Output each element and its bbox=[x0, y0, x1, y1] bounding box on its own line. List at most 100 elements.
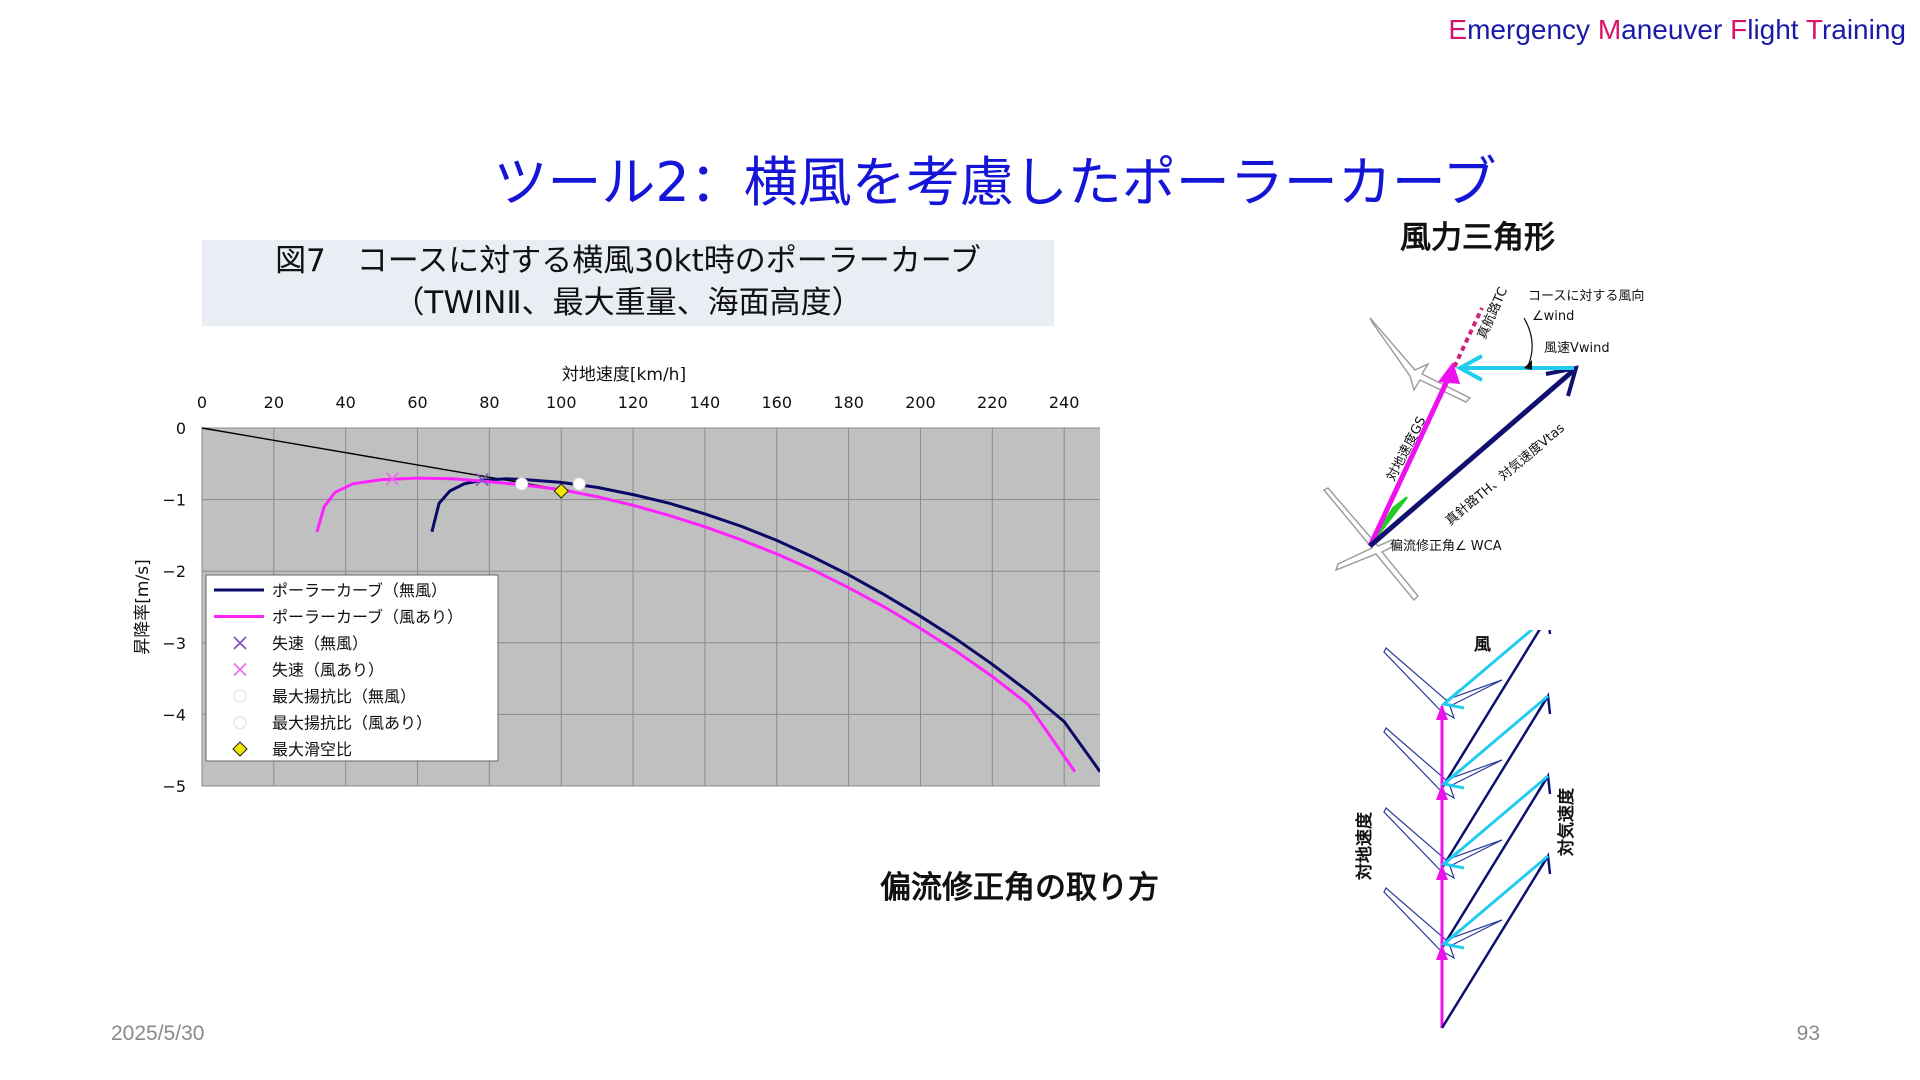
wind-angle-label: ∠wind bbox=[1532, 309, 1574, 324]
crab-wind-arrowhead bbox=[1440, 848, 1465, 870]
brand-word-m: aneuver bbox=[1621, 14, 1731, 45]
x-tick-label: 240 bbox=[1049, 393, 1080, 412]
brand-word-t: raining bbox=[1821, 14, 1906, 45]
x-axis-label: 対地速度[km/h] bbox=[562, 365, 686, 385]
y-tick-label: −2 bbox=[162, 562, 186, 581]
ground-speed-arrow bbox=[1367, 366, 1456, 548]
crab-gliders bbox=[1383, 647, 1503, 960]
wind-arrowhead bbox=[1455, 354, 1483, 382]
legend-marker-4 bbox=[232, 741, 248, 757]
brand-word-e: mergency bbox=[1467, 14, 1598, 45]
true-course-line bbox=[1368, 307, 1484, 547]
x-tick-label: 80 bbox=[479, 393, 499, 412]
heading-airspeed-label: 真針路TH、対気速度Vtas bbox=[1442, 420, 1568, 529]
y-tick-label: −1 bbox=[162, 491, 186, 510]
brand-initial-f: F bbox=[1730, 14, 1748, 45]
legend-marker-3 bbox=[233, 716, 247, 729]
x-tick-label: 140 bbox=[690, 393, 721, 412]
y-axis-label: 昇降率[m/s] bbox=[133, 559, 153, 654]
legend-marker-2 bbox=[233, 689, 247, 703]
legend-label: 失速（風あり） bbox=[272, 661, 384, 680]
crab-glider-icon bbox=[1383, 807, 1503, 880]
brand-word-f: light bbox=[1747, 14, 1806, 45]
wind-triangle-diagram: 真航路TC コースに対する風向 ∠wind 風速Vwind 対地速度GS 真針路… bbox=[1322, 285, 1644, 602]
figure-caption-line2: （TWINⅡ、最大重量、海面高度） bbox=[393, 285, 863, 321]
true-course-label: 真航路TC bbox=[1474, 285, 1511, 342]
x-tick-label: 20 bbox=[264, 393, 284, 412]
series-line-1 bbox=[315, 476, 1077, 773]
heading-airspeed-arrowhead bbox=[1545, 365, 1579, 397]
crab-wind-arrowhead bbox=[1440, 688, 1465, 710]
legend-marker-0 bbox=[233, 636, 247, 650]
marker-1 bbox=[385, 472, 399, 486]
air-speed-vertical-label: 対気速度 bbox=[1556, 787, 1577, 857]
marker-0 bbox=[475, 472, 489, 487]
brand-title: Emergency Maneuver Flight Training bbox=[1448, 14, 1906, 46]
wind-direction-label: コースに対する風向 bbox=[1528, 288, 1644, 304]
wca-fill bbox=[1370, 498, 1408, 546]
x-tick-label: 120 bbox=[618, 393, 649, 412]
glider-top-icon bbox=[1369, 317, 1472, 403]
crab-angle-title: 偏流修正角の取り方 bbox=[880, 870, 1159, 906]
x-tick-label: 100 bbox=[546, 393, 577, 412]
x-tick-label: 0 bbox=[197, 393, 207, 412]
slide-title: ツール2：横風を考慮したポーラーカーブ bbox=[493, 151, 1497, 214]
brand-initial-m: M bbox=[1597, 14, 1622, 45]
ground-speed-arrowhead bbox=[1438, 362, 1460, 384]
legend-marker-1 bbox=[233, 662, 247, 677]
crab-air-arrow bbox=[1440, 695, 1550, 869]
wca-label: 偏流修正角∠ WCA bbox=[1390, 539, 1502, 554]
brand-initial-t: T bbox=[1805, 14, 1822, 45]
legend-label: 最大揚抗比（無風） bbox=[272, 687, 416, 706]
y-tick-label: −5 bbox=[162, 777, 186, 796]
wind-speed-label: 風速Vwind bbox=[1544, 341, 1610, 356]
x-tick-label: 40 bbox=[336, 393, 356, 412]
figure-caption: 図7 コースに対する横風30kt時のポーラーカーブ （TWINⅡ、最大重量、海面… bbox=[202, 240, 1054, 326]
crab-angle-diagram: 風 対地速度 対気速度 bbox=[1354, 630, 1577, 1029]
legend bbox=[205, 574, 499, 762]
page-number: 93 bbox=[1796, 1022, 1820, 1045]
brand-initial-e: E bbox=[1448, 14, 1468, 45]
x-tick-label: 160 bbox=[761, 393, 792, 412]
wind-label: 風 bbox=[1474, 635, 1491, 655]
footer-date: 2025/5/30 bbox=[111, 1022, 205, 1045]
legend-label: ポーラーカーブ（風あり） bbox=[272, 608, 463, 627]
marker-3 bbox=[515, 477, 529, 491]
crab-glider-icon bbox=[1383, 887, 1503, 960]
legend-label: 最大揚抗比（風あり） bbox=[272, 714, 432, 733]
crab-ground-arrowhead bbox=[1436, 864, 1448, 880]
legend-label: 最大滑空比 bbox=[272, 740, 352, 759]
crab-wind-arrow bbox=[1443, 774, 1549, 866]
glider-bottom-icon bbox=[1322, 487, 1419, 602]
crab-wind-arrow bbox=[1443, 854, 1549, 946]
y-tick-label: 0 bbox=[176, 419, 186, 438]
y-tick-label: −4 bbox=[162, 705, 186, 724]
crab-ground-arrowhead bbox=[1436, 944, 1448, 960]
polar-curve-chart: 0204060801001201401601802002202402600−1−… bbox=[133, 365, 1100, 796]
crab-arrows bbox=[1436, 630, 1552, 1029]
wind-triangle-title: 風力三角形 bbox=[1400, 220, 1555, 256]
x-tick-label: 60 bbox=[407, 393, 427, 412]
figure-caption-line1: 図7 コースに対する横風30kt時のポーラーカーブ bbox=[275, 243, 981, 279]
y-tick-label: −3 bbox=[162, 634, 186, 653]
marker-4 bbox=[553, 483, 569, 499]
crab-air-arrow bbox=[1440, 855, 1550, 1029]
crab-glider-icon bbox=[1383, 727, 1503, 800]
crab-ground-arrowhead bbox=[1436, 784, 1448, 800]
crab-glider-icon bbox=[1383, 647, 1503, 720]
crab-air-arrow bbox=[1440, 775, 1550, 949]
heading-airspeed-arrow bbox=[1368, 368, 1576, 548]
wind-angle-arrowhead bbox=[1524, 360, 1532, 370]
x-tick-label: 220 bbox=[977, 393, 1008, 412]
crab-air-arrowhead bbox=[1536, 630, 1552, 635]
legend-label: ポーラーカーブ（無風） bbox=[272, 581, 447, 600]
crab-air-arrow bbox=[1440, 630, 1541, 789]
crab-wind-arrowhead bbox=[1440, 768, 1465, 790]
marker-2 bbox=[572, 477, 586, 491]
x-tick-label: 180 bbox=[833, 393, 864, 412]
legend-label: 失速（無風） bbox=[272, 634, 368, 653]
crab-wind-arrow bbox=[1443, 630, 1534, 706]
crab-wind-arrowhead bbox=[1440, 928, 1465, 950]
wind-angle-arc bbox=[1523, 317, 1533, 367]
ground-speed-vertical-label: 対地速度 bbox=[1354, 811, 1375, 881]
